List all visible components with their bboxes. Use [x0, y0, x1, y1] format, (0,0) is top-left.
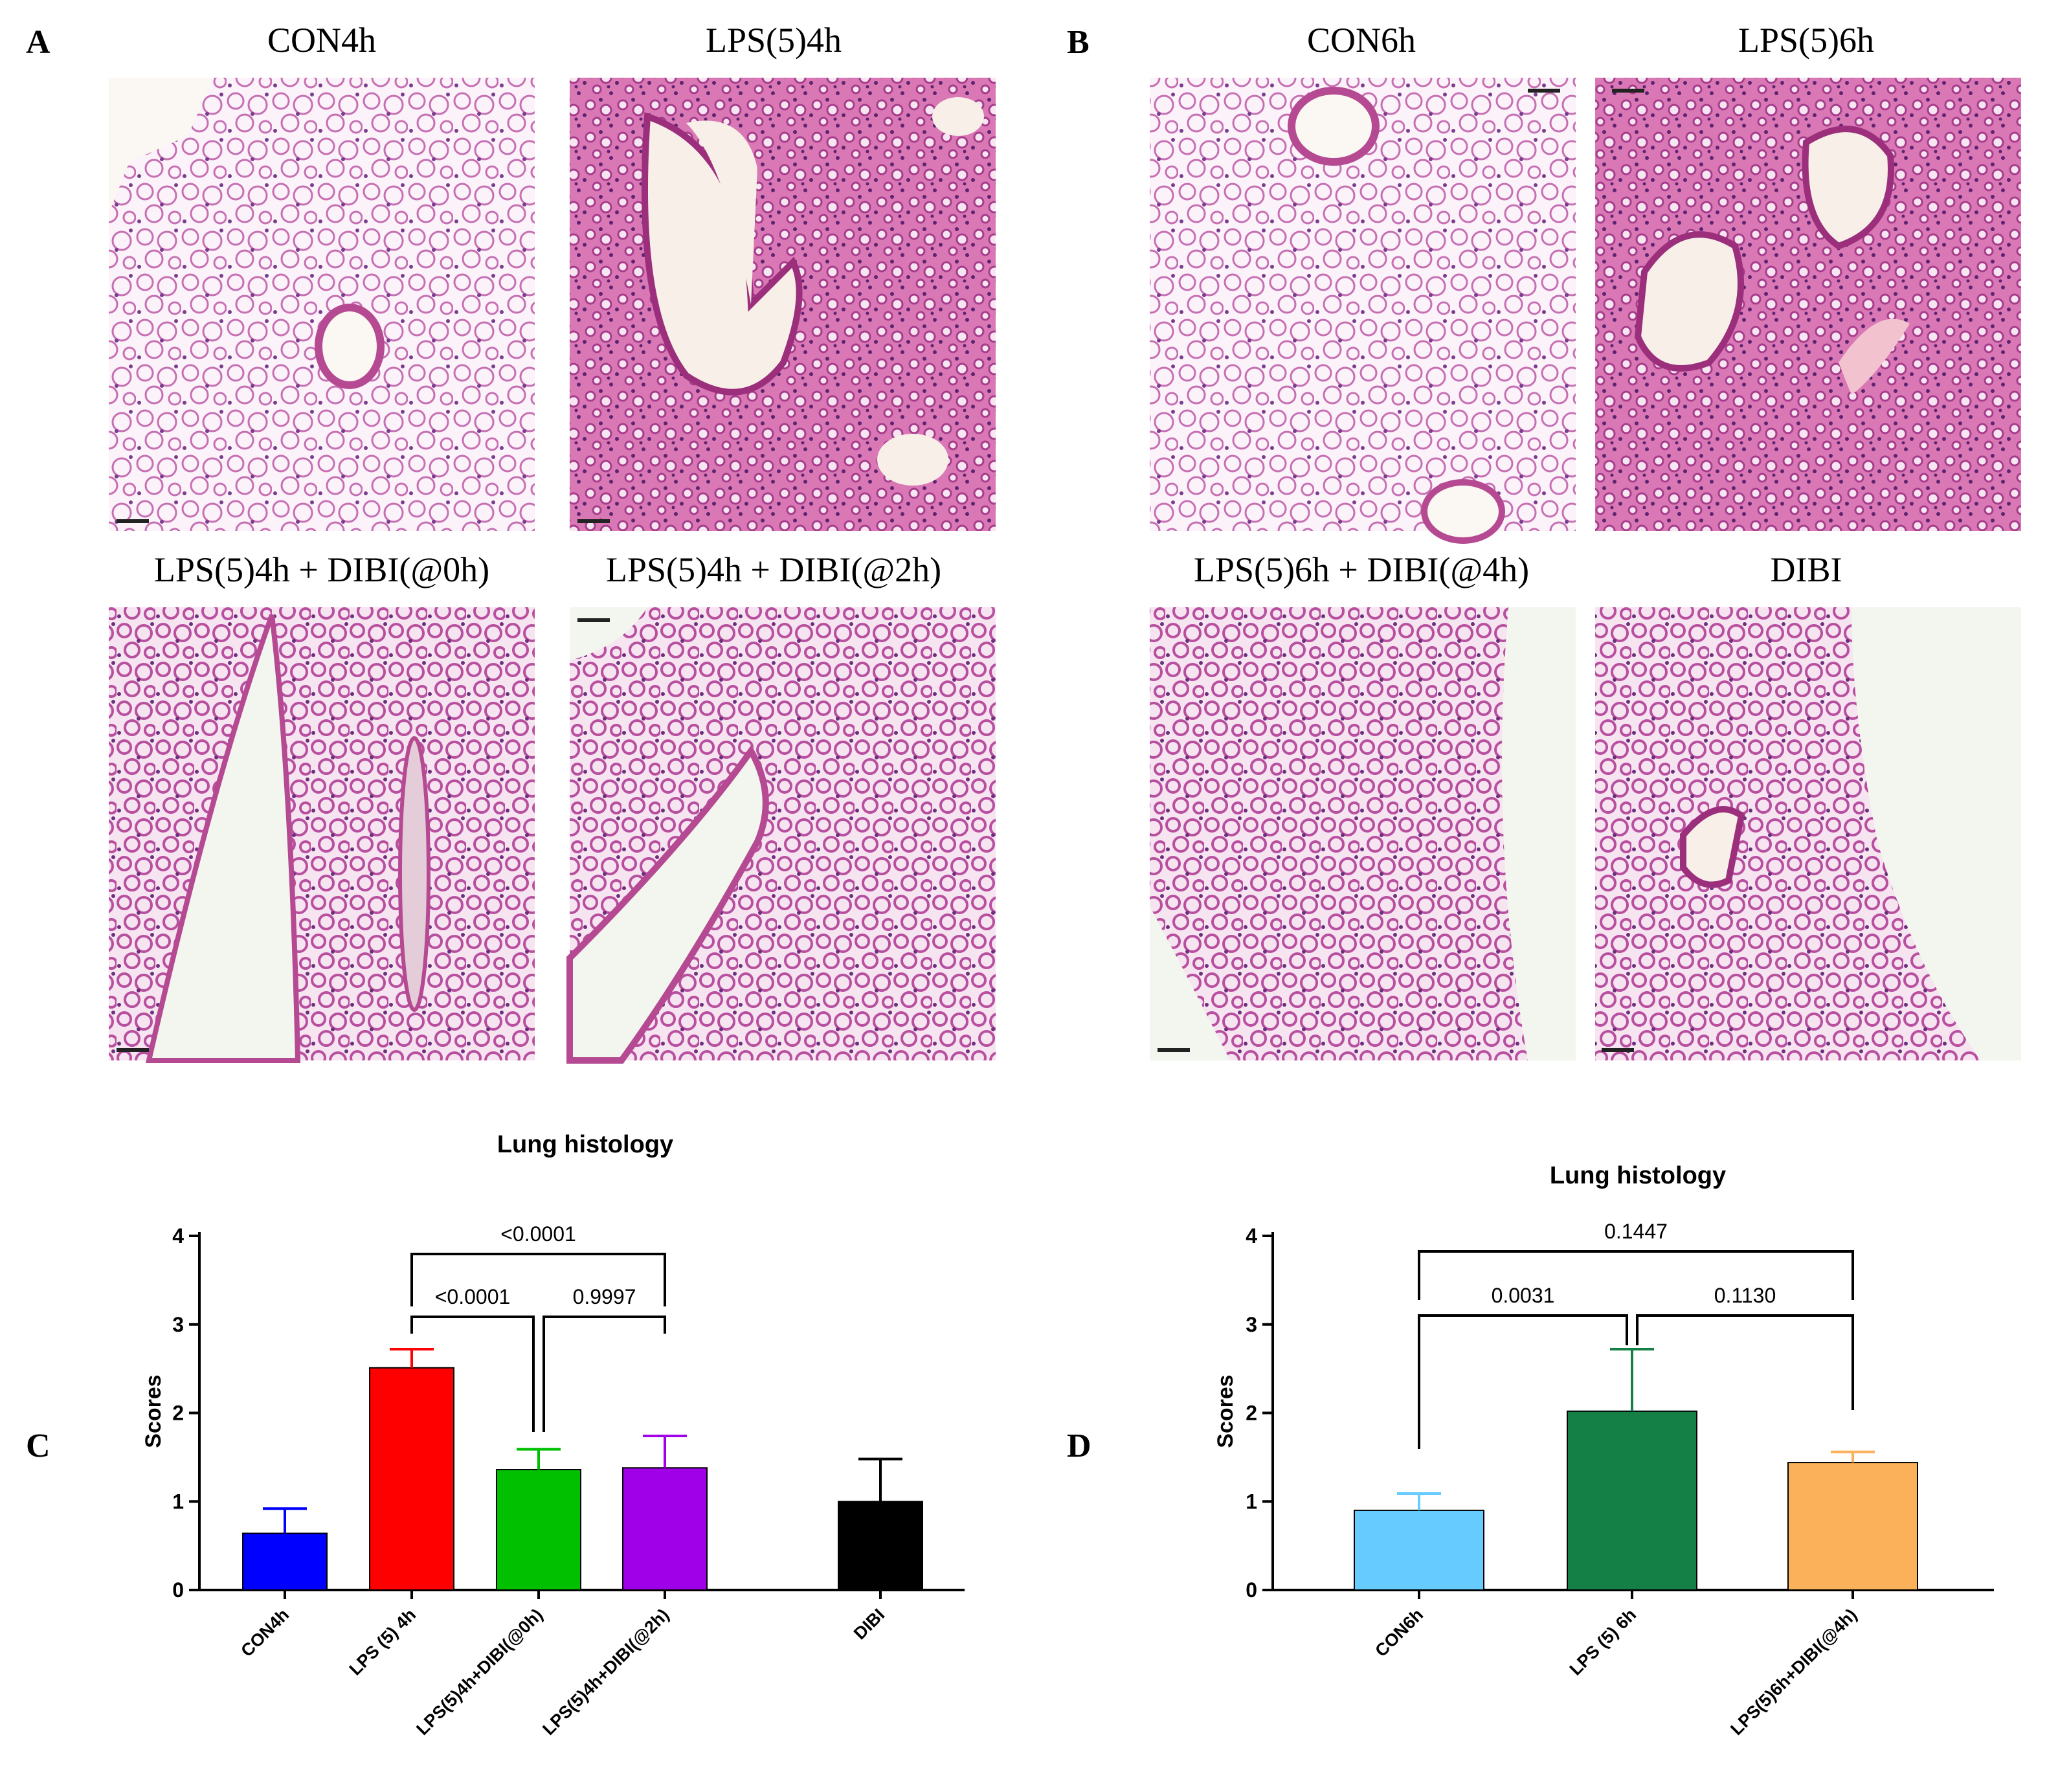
- bar-2: [1567, 1410, 1697, 1591]
- y-tick-label: 3: [172, 1313, 184, 1336]
- significance-bracket-3: [410, 1253, 666, 1306]
- micrograph-con6h: [1150, 78, 1576, 544]
- micrograph-con4h: [109, 78, 535, 531]
- panel-label-a: A: [26, 24, 50, 61]
- chart-d-title: Lung histology: [1550, 1162, 1726, 1189]
- x-tick-label-3: LPS(5)4h+DIBI(@0h): [412, 1605, 546, 1739]
- significance-bracket-2: [1636, 1314, 1854, 1410]
- chart-c-y-axis-label: Scores: [141, 1374, 166, 1448]
- micrograph-lps4h-dibi2h: [566, 607, 996, 1064]
- p-value-label-3: <0.0001: [500, 1222, 576, 1246]
- panel-label-c: C: [26, 1428, 50, 1464]
- image-title-lps4h-dibi0h: LPS(5)4h + DIBI(@0h): [154, 550, 489, 589]
- chart-d: Lung histology Scores 0 1 2 3 4 CON6h LPS (5) …: [1213, 1162, 1994, 1739]
- bar-1: [242, 1532, 328, 1591]
- x-tick-label-3: LPS(5)6h+DIBI(@4h): [1727, 1605, 1861, 1739]
- micrograph-lps4h-dibi0h: [109, 607, 535, 1063]
- chart-c: Lung histology Scores 0 1 2 3 4 CON4h LPS (5) …: [141, 1131, 965, 1739]
- significance-bracket-1: [1418, 1314, 1628, 1449]
- chart-d-y-axis-label: Scores: [1213, 1374, 1238, 1448]
- y-tick-label: 1: [1246, 1490, 1257, 1513]
- p-value-label-1: <0.0001: [435, 1285, 511, 1308]
- bar-5: [838, 1501, 923, 1591]
- panel-label-d: D: [1067, 1428, 1091, 1464]
- y-tick-label: 3: [1246, 1313, 1257, 1336]
- p-value-label-1: 0.0031: [1492, 1284, 1555, 1307]
- micrograph-lps4h: [570, 78, 996, 531]
- bar-2: [369, 1367, 454, 1591]
- image-title-lps4h: LPS(5)4h: [706, 21, 842, 60]
- image-title-dibi: DIBI: [1771, 550, 1842, 589]
- significance-bracket-2: [543, 1316, 666, 1432]
- image-title-con4h: CON4h: [267, 21, 376, 60]
- x-tick-label-2: LPS (5) 4h: [346, 1605, 420, 1679]
- bar-4: [622, 1467, 708, 1591]
- image-title-lps6h-dibi4h: LPS(5)6h + DIBI(@4h): [1194, 550, 1529, 589]
- image-title-lps4h-dibi2h: LPS(5)4h + DIBI(@2h): [606, 550, 941, 589]
- x-tick-label-2: LPS (5) 6h: [1566, 1605, 1640, 1679]
- y-tick-label: 2: [1246, 1402, 1257, 1425]
- x-tick-label-1: CON6h: [1371, 1605, 1427, 1661]
- significance-bracket-3: [1418, 1250, 1854, 1300]
- micrograph-dibi: [1595, 607, 2021, 1060]
- bar-1: [1354, 1509, 1484, 1591]
- y-tick-label: 0: [1246, 1578, 1257, 1602]
- panel-label-b: B: [1067, 24, 1090, 61]
- y-tick-label: 4: [172, 1224, 184, 1248]
- p-value-label-3: 0.1447: [1604, 1220, 1668, 1243]
- y-tick-label: 4: [1246, 1224, 1257, 1248]
- y-tick-label: 1: [172, 1490, 184, 1513]
- bar-3: [1787, 1462, 1918, 1591]
- p-value-label-2: 0.1130: [1714, 1284, 1776, 1307]
- image-title-con6h: CON6h: [1307, 21, 1416, 60]
- image-title-lps6h: LPS(5)6h: [1738, 21, 1874, 60]
- x-tick-label-1: CON4h: [237, 1605, 293, 1661]
- y-tick-label: 0: [172, 1578, 184, 1602]
- chart-c-title: Lung histology: [497, 1131, 673, 1158]
- bar-3: [496, 1469, 581, 1591]
- x-tick-label-5: DIBI: [850, 1605, 888, 1643]
- micrograph-lps6h: [1595, 78, 2021, 531]
- significance-bracket-1: [410, 1316, 535, 1432]
- p-value-label-2: 0.9997: [573, 1285, 636, 1308]
- y-tick-label: 2: [172, 1402, 184, 1425]
- micrograph-lps6h-dibi4h: [1150, 607, 1576, 1060]
- x-tick-label-4: LPS(5)4h+DIBI(@2h): [539, 1605, 673, 1739]
